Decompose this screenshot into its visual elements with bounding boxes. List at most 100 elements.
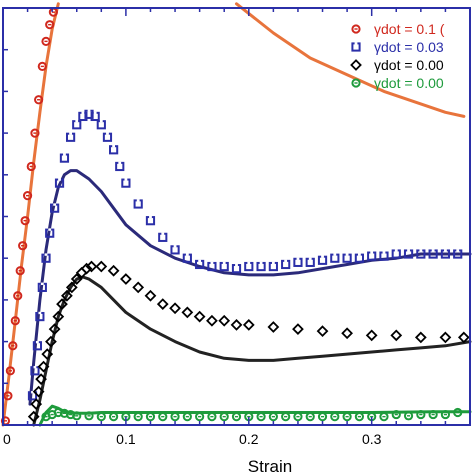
data-point-series-2 — [181, 306, 194, 319]
data-point-series-1 — [50, 203, 60, 213]
data-point-series-0 — [20, 216, 30, 226]
data-point-series-2 — [65, 281, 78, 294]
data-point-series-3 — [170, 412, 180, 422]
data-point-series-2 — [30, 398, 43, 411]
data-point-series-2 — [316, 325, 329, 338]
model-curve-4 — [1, 2, 60, 427]
data-point-series-2 — [156, 298, 169, 310]
plot-markers — [0, 7, 470, 426]
data-point-series-2 — [230, 319, 243, 331]
data-point-series-2 — [32, 385, 45, 398]
data-point-series-1 — [256, 261, 266, 272]
x-axis-ticks: 0 0.1 0.2 0.3 — [2, 7, 471, 447]
data-point-series-2 — [95, 260, 108, 273]
data-point-series-1 — [121, 178, 131, 188]
data-point-series-1 — [145, 215, 156, 226]
data-point-series-1 — [453, 249, 463, 259]
data-point-series-1 — [32, 340, 43, 351]
data-point-series-3 — [219, 412, 229, 422]
data-point-series-2 — [218, 314, 231, 327]
data-point-series-3 — [231, 412, 242, 422]
data-point-series-0 — [34, 95, 44, 105]
data-point-series-1 — [342, 253, 352, 263]
legend-marker — [351, 42, 361, 52]
data-point-series-0 — [15, 266, 25, 276]
data-point-series-1 — [65, 132, 76, 142]
data-point-series-2 — [132, 281, 145, 294]
legend-marker — [351, 78, 361, 88]
data-point-series-1 — [207, 261, 217, 272]
data-point-series-1 — [354, 253, 364, 263]
data-point-series-1 — [367, 251, 377, 261]
data-point-series-2 — [193, 310, 206, 323]
data-point-series-2 — [45, 335, 57, 348]
data-point-series-3 — [453, 407, 463, 418]
data-point-series-3 — [305, 412, 315, 422]
data-point-series-1 — [84, 109, 94, 119]
data-point-series-2 — [169, 302, 181, 315]
data-point-series-3 — [256, 412, 266, 422]
data-point-series-2 — [292, 323, 304, 335]
data-point-series-2 — [48, 323, 61, 335]
data-point-series-3 — [391, 409, 401, 420]
data-point-series-3 — [342, 412, 352, 422]
data-point-series-1 — [379, 251, 389, 261]
data-point-series-2 — [390, 329, 403, 342]
data-point-series-2 — [414, 331, 427, 344]
data-point-series-0 — [26, 161, 36, 172]
data-point-series-1 — [109, 144, 119, 155]
data-point-series-2 — [56, 298, 68, 310]
data-point-series-3 — [195, 412, 205, 422]
data-point-series-3 — [293, 412, 303, 422]
x-axis-label: Strain — [248, 457, 292, 474]
data-point-series-2 — [120, 273, 132, 285]
data-point-series-1 — [244, 261, 254, 272]
data-point-series-1 — [170, 245, 180, 255]
data-point-series-3 — [428, 409, 438, 420]
data-point-series-3 — [84, 411, 94, 421]
legend-marker — [350, 59, 362, 71]
data-point-series-2 — [206, 314, 218, 327]
data-point-series-3 — [317, 412, 328, 422]
data-point-series-1 — [96, 119, 106, 130]
data-point-series-1 — [158, 232, 168, 242]
data-point-series-2 — [107, 264, 120, 277]
data-point-series-2 — [242, 319, 255, 331]
data-point-series-3 — [72, 411, 82, 421]
data-point-series-3 — [158, 412, 168, 422]
data-point-series-1 — [54, 178, 65, 188]
data-point-series-0 — [41, 36, 51, 46]
model-curve-8 — [38, 404, 472, 427]
x-tick-label: 0.2 — [239, 431, 259, 447]
data-point-series-2 — [52, 310, 65, 323]
data-point-series-3 — [416, 409, 426, 420]
data-point-series-1 — [317, 255, 328, 265]
data-point-series-1 — [416, 249, 426, 259]
data-point-series-2 — [27, 410, 40, 423]
data-point-series-2 — [80, 262, 93, 275]
data-point-series-1 — [391, 249, 401, 259]
data-point-series-3 — [330, 412, 340, 422]
x-tick-label: 0 — [3, 431, 11, 447]
data-point-series-1 — [195, 259, 205, 270]
data-point-series-3 — [268, 412, 278, 422]
data-point-series-1 — [59, 153, 70, 163]
data-point-series-3 — [109, 412, 119, 422]
data-point-series-2 — [267, 321, 280, 333]
data-point-series-1 — [330, 253, 340, 263]
data-point-series-2 — [61, 289, 73, 302]
data-point-series-0 — [18, 241, 28, 251]
data-point-series-0 — [10, 316, 20, 326]
data-point-series-3 — [145, 412, 156, 422]
data-point-series-3 — [403, 411, 414, 421]
data-point-series-1 — [305, 257, 315, 267]
data-point-series-1 — [440, 249, 451, 259]
data-point-series-3 — [133, 412, 143, 422]
data-point-series-1 — [428, 249, 438, 259]
data-point-series-0 — [37, 61, 47, 71]
data-point-series-1 — [102, 132, 113, 142]
model-curve-6 — [28, 169, 472, 406]
data-point-series-1 — [72, 119, 82, 130]
data-point-series-0 — [45, 20, 55, 30]
